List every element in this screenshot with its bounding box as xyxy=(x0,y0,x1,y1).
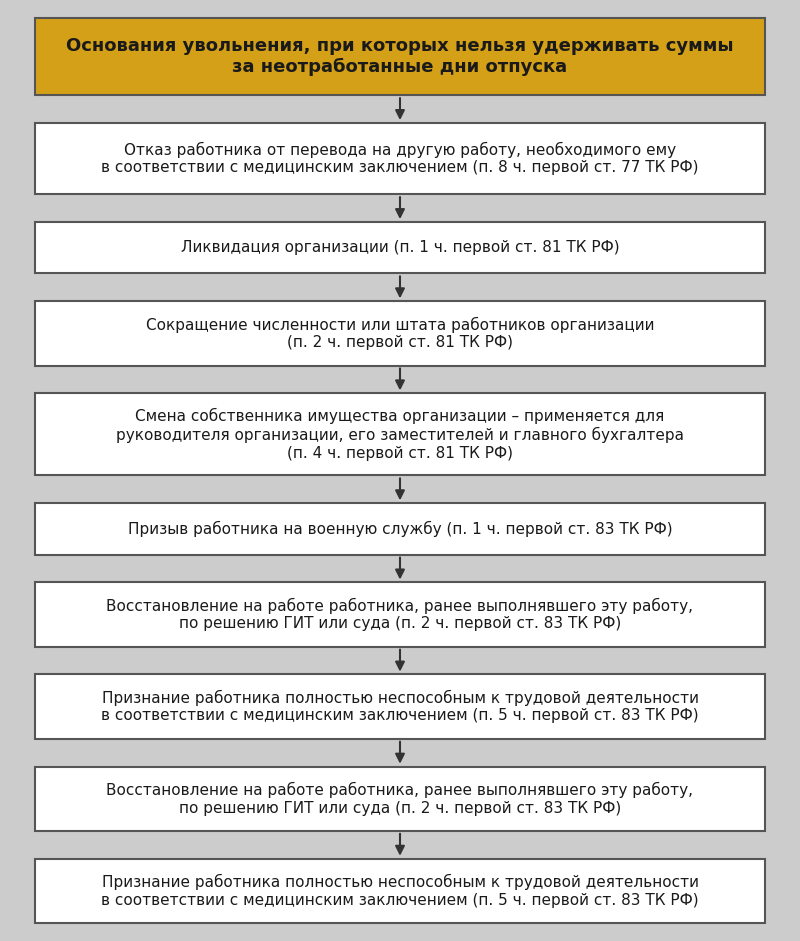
Text: Основания увольнения, при которых нельзя удерживать суммы
за неотработанные дни : Основания увольнения, при которых нельзя… xyxy=(66,37,734,76)
Text: Признание работника полностью неспособным к трудовой деятельности
в соответствии: Признание работника полностью неспособны… xyxy=(101,690,699,724)
Text: Призыв работника на военную службу (п. 1 ч. первой ст. 83 ТК РФ): Призыв работника на военную службу (п. 1… xyxy=(128,520,672,537)
FancyBboxPatch shape xyxy=(35,858,765,923)
Text: Восстановление на работе работника, ранее выполнявшего эту работу,
по решению ГИ: Восстановление на работе работника, ране… xyxy=(106,598,694,631)
FancyBboxPatch shape xyxy=(35,675,765,739)
FancyBboxPatch shape xyxy=(35,123,765,194)
FancyBboxPatch shape xyxy=(35,767,765,831)
Text: Ликвидация организации (п. 1 ч. первой ст. 81 ТК РФ): Ликвидация организации (п. 1 ч. первой с… xyxy=(181,240,619,255)
FancyBboxPatch shape xyxy=(35,301,765,365)
Text: Сокращение численности или штата работников организации
(п. 2 ч. первой ст. 81 Т: Сокращение численности или штата работни… xyxy=(146,316,654,350)
FancyBboxPatch shape xyxy=(35,393,765,475)
Text: Отказ работника от перевода на другую работу, необходимого ему
в соответствии с : Отказ работника от перевода на другую ра… xyxy=(102,142,698,175)
Text: Восстановление на работе работника, ранее выполнявшего эту работу,
по решению ГИ: Восстановление на работе работника, ране… xyxy=(106,782,694,816)
FancyBboxPatch shape xyxy=(35,582,765,646)
Text: Смена собственника имущества организации – применяется для
руководителя организа: Смена собственника имущества организации… xyxy=(116,408,684,460)
FancyBboxPatch shape xyxy=(35,503,765,554)
FancyBboxPatch shape xyxy=(35,18,765,95)
Text: Признание работника полностью неспособным к трудовой деятельности
в соответствии: Признание работника полностью неспособны… xyxy=(101,874,699,908)
FancyBboxPatch shape xyxy=(35,222,765,274)
